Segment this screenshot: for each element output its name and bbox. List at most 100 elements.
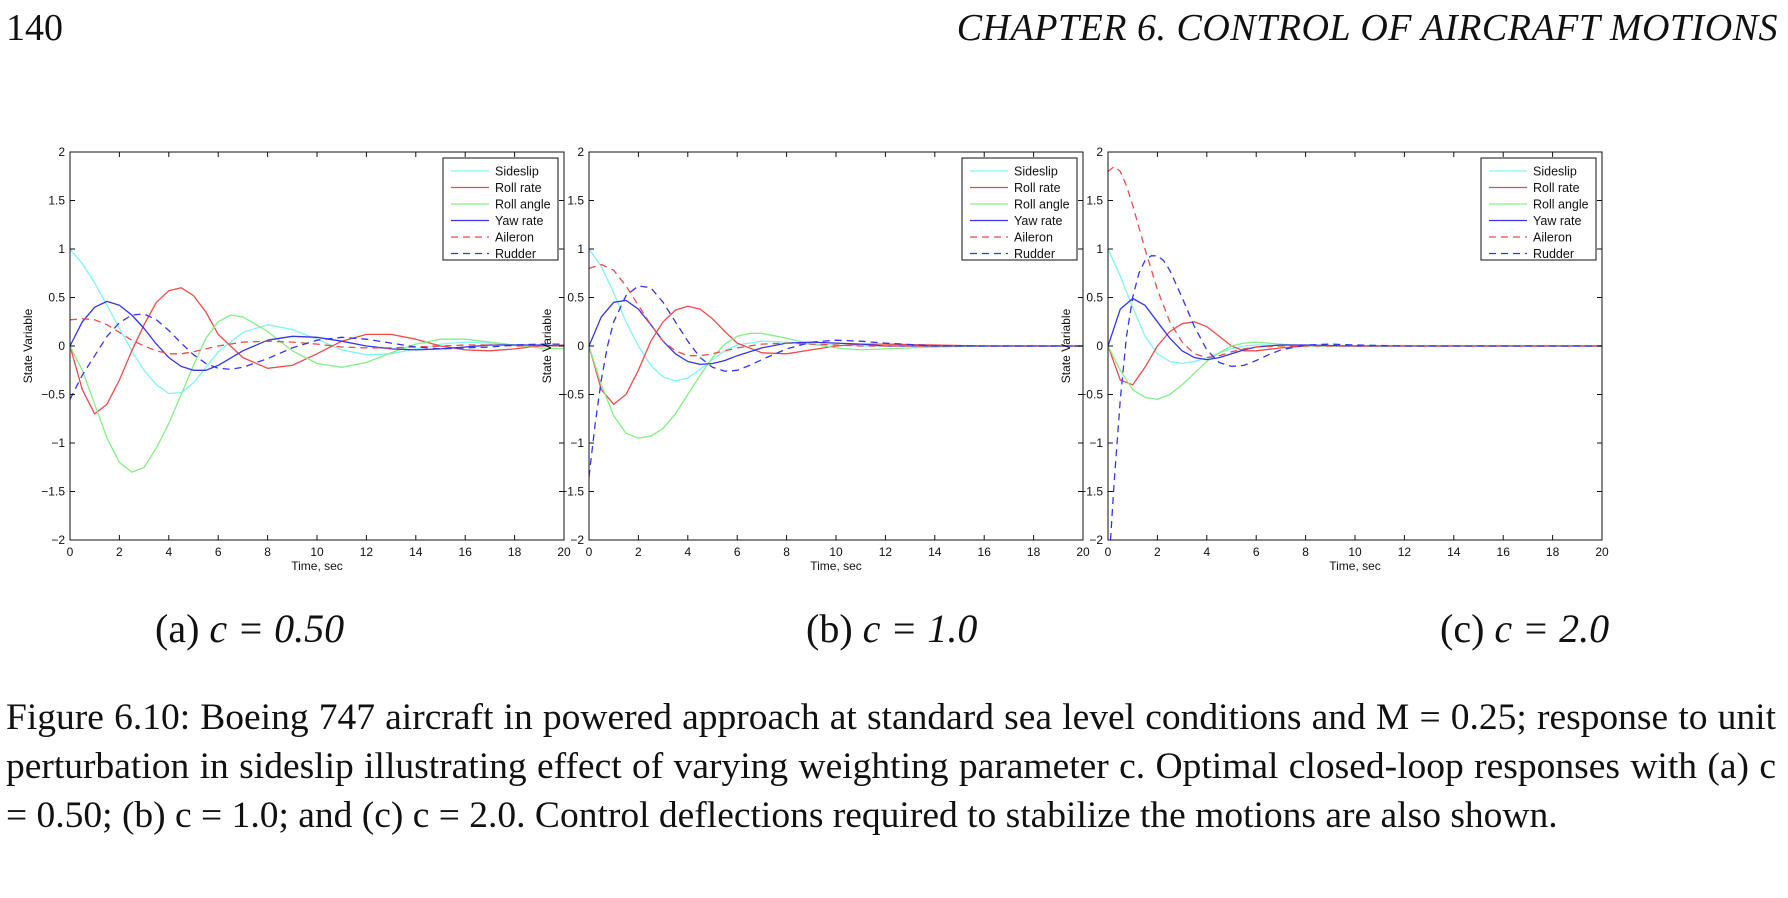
legend-entry: Sideslip (1533, 165, 1577, 179)
x-tick-label: 18 (1546, 545, 1560, 559)
y-tick-label: 1 (1096, 242, 1103, 256)
legend-entry: Sideslip (1014, 165, 1058, 179)
y-tick-label: −1 (1089, 436, 1103, 450)
figure-caption: Figure 6.10: Boeing 747 aircraft in powe… (6, 697, 1776, 836)
legend-entry: Aileron (1533, 231, 1572, 245)
y-tick-label: 0 (577, 339, 584, 353)
legend-entry: Aileron (1014, 231, 1053, 245)
y-tick-label: 0 (58, 339, 65, 353)
x-tick-label: 0 (67, 545, 74, 559)
x-tick-label: 2 (635, 545, 642, 559)
x-tick-label: 0 (1105, 545, 1112, 559)
x-tick-label: 20 (1595, 545, 1609, 559)
x-axis-label: Time, sec (291, 559, 343, 573)
x-tick-label: 12 (879, 545, 893, 559)
legend-entry: Yaw rate (1533, 214, 1581, 228)
legend-entry: Rudder (1014, 247, 1055, 261)
y-tick-label: −1.5 (41, 485, 65, 499)
series-group (589, 248, 1083, 477)
legend-box (1480, 157, 1597, 261)
x-tick-label: 10 (310, 545, 324, 559)
legend-entry: Yaw rate (1014, 214, 1062, 228)
series-line-yaw-rate (589, 299, 1083, 366)
panel-c: 0 2 4 6 8 10 12 14 16 18 20 −2 −1.5 −1 −0.5 0 0.5 1 1.5 2 Ti… (1038, 140, 1638, 600)
panel-a: 0 2 4 6 8 10 12 14 16 18 20 −2 −1.5 −1 −0.5 0 0.5 1 1.5 2 Ti… (0, 140, 600, 600)
chart-svg: 0 2 4 6 8 10 12 14 16 18 20−2−1.5−1−0.500.511.52Ti… (540, 145, 1090, 573)
x-tick-label: 8 (264, 545, 271, 559)
y-axis-label: State Variable (540, 308, 554, 383)
legend-entry: Roll angle (495, 198, 551, 212)
series-line-rudder (589, 285, 1083, 477)
figure-panels: 0 2 4 6 8 10 12 14 16 18 20 −2 −1.5 −1 −0.5 0 0.5 1 1.5 2 Ti… (0, 140, 1788, 600)
series-line-roll-rate (589, 305, 1083, 405)
series-line-sideslip (70, 248, 564, 395)
x-tick-label: 14 (1447, 545, 1461, 559)
subcaption-c-equation: c = 2.0 (1494, 606, 1610, 651)
y-tick-label: −0.5 (41, 388, 65, 402)
y-tick-label: −2 (51, 533, 65, 547)
legend-box (442, 157, 559, 261)
x-tick-label: 12 (1398, 545, 1412, 559)
series-group (1108, 165, 1602, 540)
series-line-aileron (589, 263, 1083, 357)
chart-svg: 0 2 4 6 8 10 12 14 16 18 20−2−1.5−1−0.500.511.52Ti… (21, 145, 571, 573)
legend-entry: Roll rate (1014, 181, 1061, 195)
x-axis-label: Time, sec (1329, 559, 1381, 573)
chart-svg: 0 2 4 6 8 10 12 14 16 18 20−2−1.5−1−0.500.511.52Ti… (1059, 145, 1609, 573)
x-tick-label: 14 (409, 545, 423, 559)
y-tick-label: −2 (1089, 533, 1103, 547)
x-axis-label: Time, sec (810, 559, 862, 573)
y-tick-label: 0.5 (567, 291, 584, 305)
y-tick-label: 1.5 (567, 194, 584, 208)
y-tick-label: 1.5 (1086, 194, 1103, 208)
x-tick-label: 16 (978, 545, 992, 559)
y-tick-label: 0 (1096, 339, 1103, 353)
x-tick-label: 18 (508, 545, 522, 559)
y-tick-label: 0.5 (48, 291, 65, 305)
x-tick-label: 12 (360, 545, 374, 559)
subcaption-a-equation: c = 0.50 (209, 606, 345, 651)
y-axis-label: State Variable (1059, 308, 1073, 383)
subcaption-c-label: (c) (1440, 606, 1485, 651)
subcaption-b: (b) c = 1.0 (806, 605, 977, 652)
x-tick-label: 8 (1302, 545, 1309, 559)
series-line-aileron (70, 318, 564, 355)
chapter-heading: CHAPTER 6. CONTROL OF AIRCRAFT MOTIONS (956, 7, 1778, 49)
y-tick-label: 1 (577, 242, 584, 256)
legend-entry: Yaw rate (495, 214, 543, 228)
subcaption-b-equation: c = 1.0 (862, 606, 978, 651)
x-tick-label: 16 (459, 545, 473, 559)
legend-entry: Rudder (495, 247, 536, 261)
legend: Sideslip Roll rate Roll angle Yaw rate Ailer… (961, 157, 1078, 261)
panel-b: 0 2 4 6 8 10 12 14 16 18 20 −2 −1.5 −1 −0.5 0 0.5 1 1.5 2 Ti… (519, 140, 1119, 600)
y-tick-label: 1 (58, 242, 65, 256)
x-tick-label: 20 (1076, 545, 1090, 559)
x-tick-label: 18 (1027, 545, 1041, 559)
subcaption-a-label: (a) (155, 606, 200, 651)
legend-entry: Roll rate (1533, 181, 1580, 195)
legend-entry: Roll rate (495, 181, 542, 195)
y-tick-label: −0.5 (560, 388, 584, 402)
legend-entry: Roll angle (1533, 198, 1589, 212)
series-line-rudder (1109, 255, 1602, 540)
series-group (70, 248, 564, 473)
y-tick-label: 0.5 (1086, 291, 1103, 305)
legend-entry: Rudder (1533, 247, 1574, 261)
x-tick-label: 16 (1497, 545, 1511, 559)
x-tick-label: 0 (586, 545, 593, 559)
x-tick-label: 4 (1203, 545, 1210, 559)
x-tick-label: 10 (1348, 545, 1362, 559)
x-tick-label: 14 (928, 545, 942, 559)
legend: Sideslip Roll rate Roll angle Yaw rate Ailer… (1480, 157, 1597, 261)
series-line-rudder (70, 313, 564, 400)
x-tick-label: 2 (1154, 545, 1161, 559)
x-tick-label: 6 (215, 545, 222, 559)
x-tick-label: 2 (116, 545, 123, 559)
legend: Sideslip Roll rate Roll angle Yaw rate Ailer… (442, 157, 559, 261)
page-number: 140 (6, 7, 63, 49)
y-tick-label: 1.5 (48, 194, 65, 208)
x-tick-label: 6 (1253, 545, 1260, 559)
y-tick-label: −1 (51, 436, 65, 450)
subcaption-a: (a) c = 0.50 (155, 605, 344, 652)
subcaption-c: (c) c = 2.0 (1440, 605, 1609, 652)
